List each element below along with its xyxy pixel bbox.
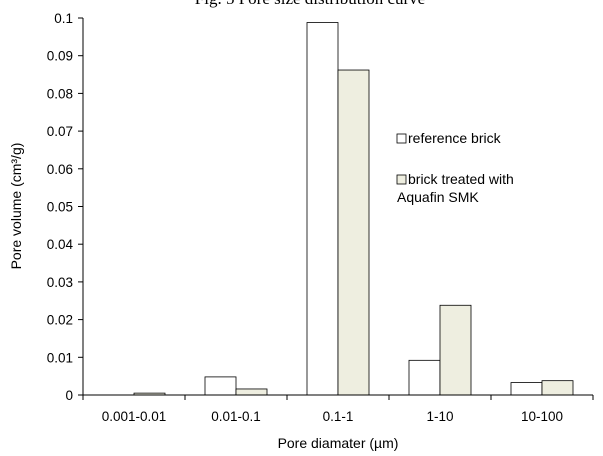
y-tick-label: 0.07 xyxy=(47,124,73,139)
legend-label-reference-brick: reference brick xyxy=(408,130,502,146)
bar-series-1-10-100 xyxy=(510,382,543,396)
y-axis-label: Pore volume (cm³/g) xyxy=(8,143,24,270)
x-tick-label: 0.001-0.01 xyxy=(102,409,167,424)
legend-swatch-brick-treated xyxy=(396,174,407,185)
bar-series-1-0.01-0.1 xyxy=(204,376,237,396)
x-axis-ticks: 0.001-0.01 0.01-0.1 0.1-1 1-10 10-100 xyxy=(82,395,594,424)
bar-series-1-0.1-1 xyxy=(306,22,339,396)
x-tick-label: 1-10 xyxy=(426,409,453,424)
y-tick-label: 0.03 xyxy=(47,275,73,290)
bar-series-2-0.01-0.1 xyxy=(235,388,268,396)
y-tick-label: 0.04 xyxy=(47,237,74,252)
y-tick-label: 0.1 xyxy=(54,11,73,26)
y-tick-label: 0.02 xyxy=(47,313,73,328)
y-tick-label: 0 xyxy=(65,388,73,403)
bar-series-2-0.1-1 xyxy=(337,69,370,396)
legend-label-brick-treated-line-2: Aquafin SMK xyxy=(397,189,479,205)
bar-series-2-10-100 xyxy=(541,380,574,396)
y-tick-label: 0.09 xyxy=(47,49,73,64)
legend-swatch-reference-brick xyxy=(396,133,407,144)
plot-area xyxy=(133,22,574,396)
y-axis-ticks: 0 0.01 0.02 0.03 0.04 0.05 0.06 0.07 0.08 0.09 0.1 xyxy=(47,11,83,403)
x-axis-label: Pore diamater (µm) xyxy=(278,435,399,451)
legend: reference brick brick treated with Aquafin… xyxy=(396,130,514,205)
y-tick-label: 0.01 xyxy=(47,350,73,365)
legend-label-brick-treated-line-1: brick treated with xyxy=(408,171,514,187)
bar-series-2-1-10 xyxy=(439,304,472,396)
x-tick-label: 10-100 xyxy=(521,409,563,424)
bar-series-1-1-10 xyxy=(408,359,441,396)
x-tick-label: 0.1-1 xyxy=(323,409,354,424)
x-tick-label: 0.01-0.1 xyxy=(211,409,261,424)
chart-caption: Fig. 5 Pore size distribution curve xyxy=(195,0,425,8)
y-tick-label: 0.05 xyxy=(47,200,73,215)
y-tick-label: 0.08 xyxy=(47,86,73,101)
y-tick-label: 0.06 xyxy=(47,162,73,177)
